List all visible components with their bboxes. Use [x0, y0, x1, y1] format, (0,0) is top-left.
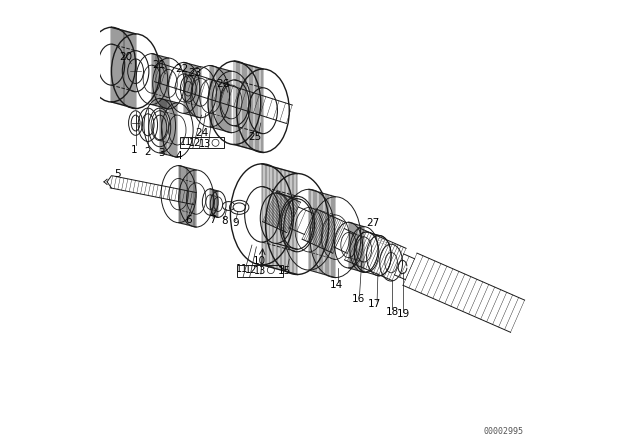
Text: 15: 15: [277, 267, 291, 276]
Bar: [237, 265, 283, 277]
Text: 7: 7: [209, 215, 216, 225]
Text: 25: 25: [248, 132, 262, 142]
Text: 24: 24: [196, 128, 209, 138]
Text: 19: 19: [397, 310, 410, 319]
Text: 00002995: 00002995: [483, 427, 524, 436]
Text: 13: 13: [254, 266, 266, 276]
Text: 6: 6: [185, 215, 191, 224]
Text: 20: 20: [120, 52, 132, 62]
Text: 14: 14: [330, 280, 343, 290]
Text: 3: 3: [157, 148, 164, 158]
Bar: [180, 137, 224, 148]
Text: 10: 10: [253, 256, 266, 266]
Text: 8: 8: [221, 216, 228, 226]
Text: 13: 13: [199, 139, 211, 149]
Text: 17: 17: [368, 299, 381, 309]
Text: 16: 16: [352, 293, 365, 304]
Text: 27: 27: [366, 218, 380, 228]
Text: 5: 5: [114, 168, 120, 178]
Text: 11: 11: [180, 138, 192, 147]
Text: 26: 26: [216, 78, 229, 89]
Text: 22: 22: [175, 65, 189, 74]
Text: 23: 23: [189, 68, 202, 78]
Text: 9: 9: [232, 218, 239, 228]
Text: 1: 1: [131, 145, 137, 155]
Text: 12: 12: [189, 138, 202, 148]
Text: 2: 2: [145, 146, 151, 156]
Text: 11: 11: [236, 264, 248, 274]
Text: 21: 21: [152, 60, 165, 70]
Text: 4: 4: [175, 151, 182, 160]
Text: 12: 12: [245, 265, 258, 275]
Text: 18: 18: [386, 307, 399, 317]
